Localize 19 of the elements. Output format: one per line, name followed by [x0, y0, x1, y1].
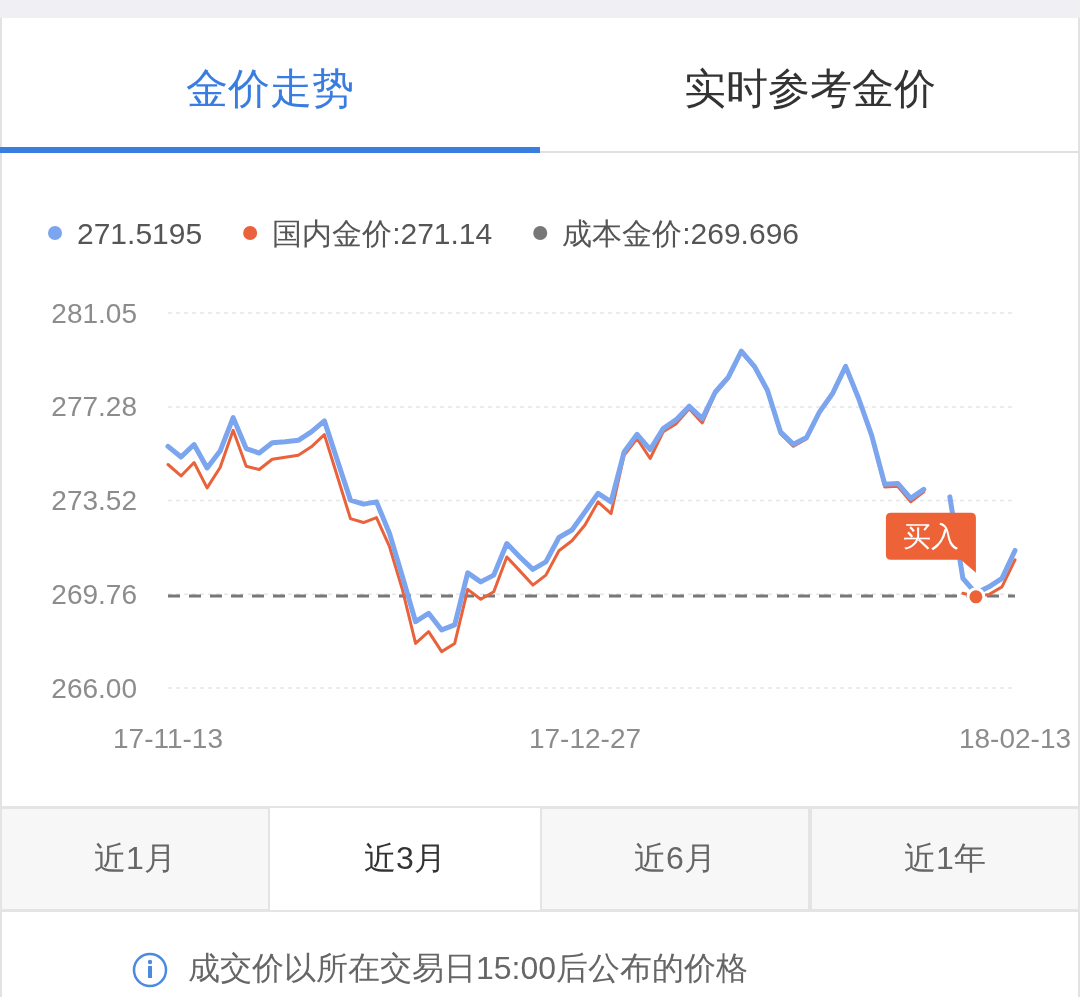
- legend-label: 国内金价:271.14: [272, 216, 493, 250]
- chart-title: 金价走势: [186, 64, 354, 112]
- text: 近1年: [904, 840, 986, 876]
- text: 近6月: [634, 840, 716, 876]
- text: 成交价以所在交易日15:00后公布的价格: [188, 950, 749, 986]
- x-tick-label: 18-02-13: [958, 722, 1072, 754]
- y-tick-label: 266.00: [51, 672, 137, 704]
- text: 近3月: [364, 840, 446, 876]
- legend-label: 271.5195: [77, 216, 203, 250]
- y-tick-label: 273.52: [51, 485, 137, 517]
- y-tick-label: 281.05: [51, 297, 137, 329]
- text: 近1月: [94, 840, 176, 876]
- y-tick-label: 269.76: [51, 578, 137, 610]
- series-label: 买入: [902, 520, 959, 552]
- y-tick-label: 277.28: [51, 391, 137, 423]
- x-tick-label: 17-12-27: [528, 722, 642, 754]
- x-tick-label: 17-11-13: [112, 722, 224, 754]
- text: 实时参考金价: [684, 64, 936, 112]
- legend-label: 成本金价:269.696: [562, 216, 800, 250]
